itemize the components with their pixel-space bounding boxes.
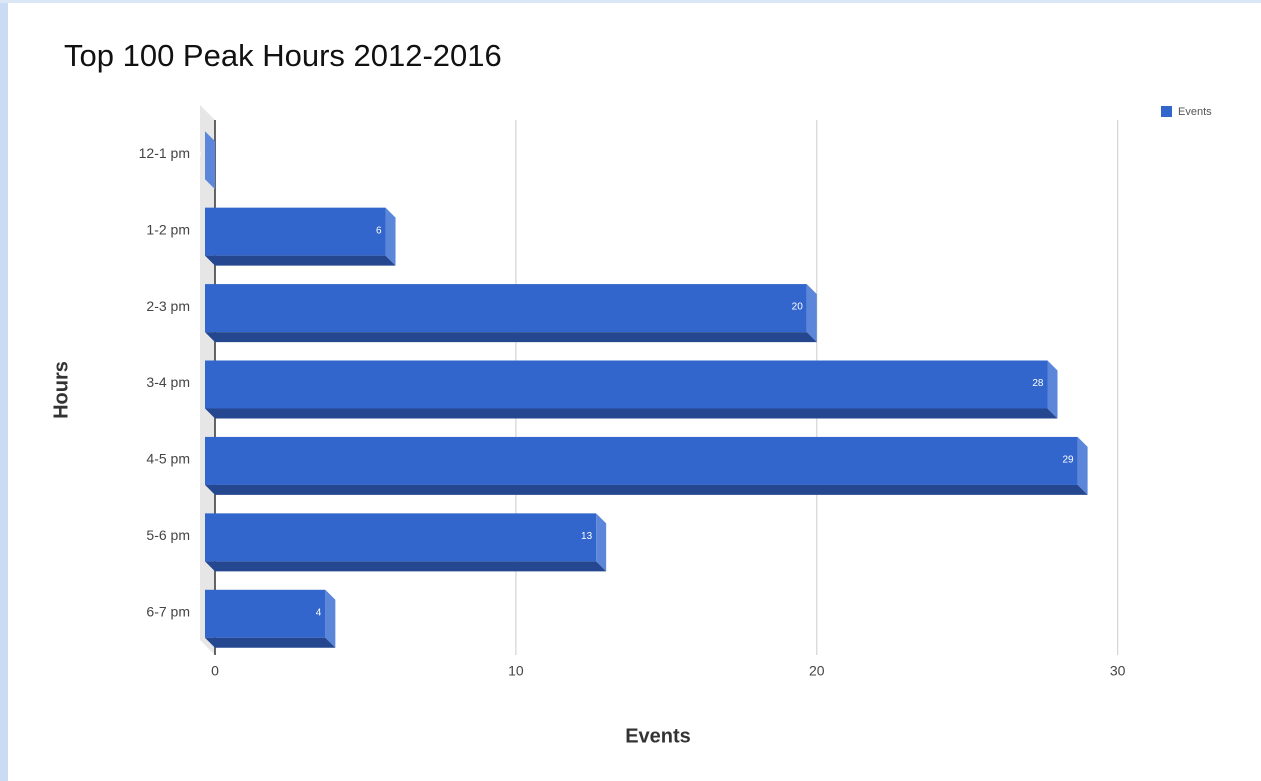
bar-front bbox=[205, 436, 1078, 485]
data-label: 28 bbox=[1032, 378, 1044, 389]
y-axis-title: Hours bbox=[50, 361, 72, 419]
x-tick-label: 30 bbox=[1110, 663, 1126, 679]
y-tick-label: 2-3 pm bbox=[146, 298, 190, 314]
y-tick-label: 4-5 pm bbox=[146, 451, 190, 467]
frame-top bbox=[0, 0, 1261, 3]
bar-bottom bbox=[205, 561, 607, 572]
legend-label: Events bbox=[1178, 106, 1212, 118]
bar-bottom bbox=[205, 484, 1088, 495]
bar-side bbox=[806, 284, 817, 343]
bar-side bbox=[1047, 360, 1058, 419]
chart-title: Top 100 Peak Hours 2012-2016 bbox=[64, 38, 502, 73]
bar-front bbox=[205, 513, 597, 562]
data-label: 4 bbox=[316, 607, 322, 618]
bar-side bbox=[596, 513, 607, 572]
bar-side bbox=[325, 589, 336, 648]
legend-swatch bbox=[1161, 106, 1172, 117]
y-tick-label: 5-6 pm bbox=[146, 527, 190, 543]
bar-side bbox=[205, 131, 215, 190]
data-label: 0 bbox=[195, 149, 201, 160]
data-label: 6 bbox=[376, 225, 382, 236]
bar-side bbox=[385, 207, 396, 266]
bar-bottom bbox=[205, 332, 817, 343]
y-tick-label: 3-4 pm bbox=[146, 374, 190, 390]
x-tick-label: 20 bbox=[809, 663, 825, 679]
bar-bottom bbox=[205, 408, 1058, 419]
bar-front bbox=[205, 207, 386, 256]
y-tick-label: 1-2 pm bbox=[146, 221, 190, 237]
bar-front bbox=[205, 589, 326, 638]
bar-front bbox=[205, 284, 807, 333]
bar-front bbox=[205, 360, 1048, 409]
data-label: 13 bbox=[581, 531, 593, 542]
bar-side bbox=[1077, 436, 1088, 495]
x-tick-label: 10 bbox=[508, 663, 524, 679]
x-tick-label: 0 bbox=[211, 663, 219, 679]
y-tick-label: 12-1 pm bbox=[139, 145, 190, 161]
bar-bottom bbox=[205, 255, 396, 266]
frame-left bbox=[0, 0, 8, 781]
bar-bottom bbox=[205, 637, 336, 648]
data-label: 29 bbox=[1062, 455, 1074, 466]
x-axis-title: Events bbox=[625, 725, 691, 747]
y-tick-label: 6-7 pm bbox=[146, 603, 190, 619]
data-label: 20 bbox=[792, 302, 804, 313]
